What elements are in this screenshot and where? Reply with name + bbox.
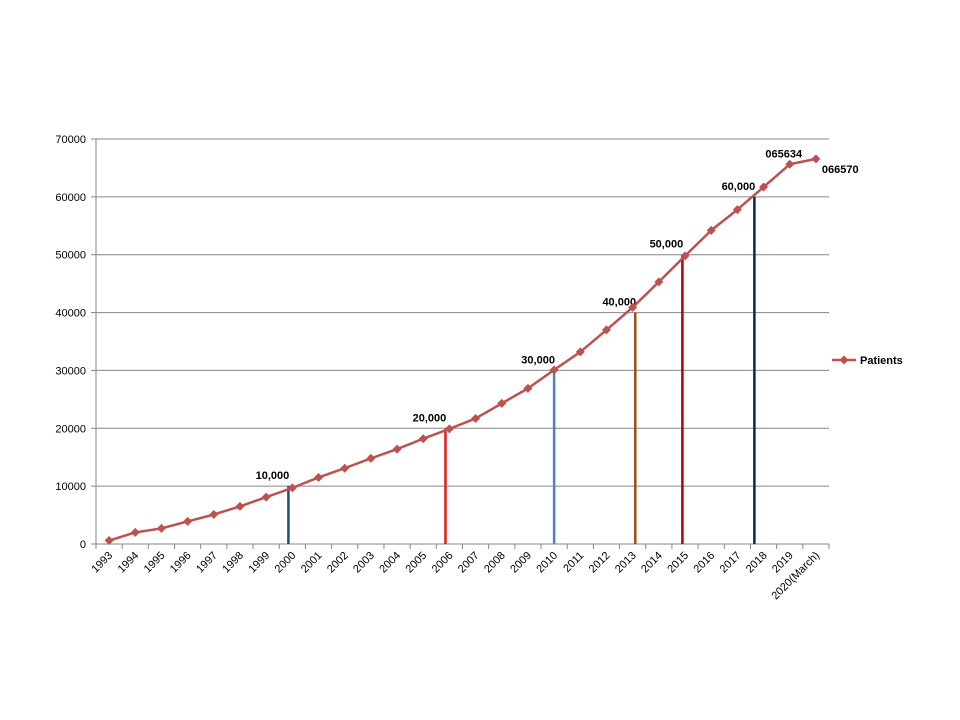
data-point-2019 — [785, 159, 795, 169]
x-tick-label-2007: 2007 — [456, 550, 482, 576]
x-tick-label-1994: 1994 — [116, 550, 142, 576]
data-point-1998 — [235, 501, 245, 511]
legend: Patients — [832, 355, 903, 367]
milestone-label-60000: 60,000 — [722, 181, 756, 193]
x-tick-label-2016: 2016 — [692, 550, 718, 576]
x-tick-label-2020(March): 2020(March) — [769, 550, 822, 603]
legend-label-patients: Patients — [860, 355, 903, 367]
y-axis-ticks: 0 10000 20000 30000 40000 50000 60000 70000 — [55, 134, 96, 551]
data-point-2006 — [444, 424, 454, 434]
x-tick-label-2017: 2017 — [718, 550, 744, 576]
data-point-2016 — [706, 225, 716, 235]
data-point-1995 — [156, 523, 166, 533]
x-axis-ticks: 1993 1994 1995 1996 1997 1998 1999 2000 2001 2002… — [89, 544, 830, 603]
x-tick-label-2015: 2015 — [665, 550, 691, 576]
x-tick-label-2014: 2014 — [639, 550, 665, 576]
x-tick-label-1999: 1999 — [246, 550, 272, 576]
series-line-patients — [108, 157, 817, 542]
x-tick-label-2002: 2002 — [325, 550, 351, 576]
x-tick-label-2012: 2012 — [587, 550, 613, 576]
milestone-label-20000: 20,000 — [413, 412, 447, 424]
data-point-2002 — [340, 463, 350, 473]
milestone-label-50000: 50,000 — [650, 239, 684, 251]
y-tick-label-20000: 20000 — [55, 423, 86, 435]
data-point-2004 — [392, 444, 402, 454]
data-point-2008 — [497, 398, 507, 408]
x-tick-label-2008: 2008 — [482, 550, 508, 576]
milestone-label-40000: 40,000 — [602, 297, 636, 309]
data-point-2010 — [549, 365, 559, 375]
data-point-2018 — [759, 182, 769, 192]
x-tick-label-2001: 2001 — [299, 550, 325, 576]
data-point-2005 — [418, 434, 428, 444]
data-point-2011 — [575, 347, 585, 357]
x-tick-label-2018: 2018 — [744, 550, 770, 576]
value-annotations: 065634 066570 — [765, 148, 858, 176]
x-tick-label-1993: 1993 — [89, 550, 115, 576]
data-point-1997 — [209, 509, 219, 519]
data-point-2013 — [628, 302, 638, 312]
milestone-label-30000: 30,000 — [521, 354, 555, 366]
y-tick-label-40000: 40000 — [55, 308, 86, 320]
x-tick-label-2010: 2010 — [534, 550, 560, 576]
data-point-2000 — [287, 483, 297, 493]
milestone-label-10000: 10,000 — [256, 470, 290, 482]
data-point-1999 — [261, 492, 271, 502]
data-point-2017 — [732, 205, 742, 215]
x-tick-label-2005: 2005 — [404, 550, 430, 576]
x-tick-label-1998: 1998 — [220, 550, 246, 576]
y-tick-label-60000: 60000 — [55, 192, 86, 204]
data-point-2009 — [523, 383, 533, 393]
axes — [95, 139, 829, 545]
data-point-2003 — [366, 453, 376, 463]
data-point-2007 — [471, 413, 481, 423]
data-point-2012 — [601, 325, 611, 335]
x-tick-label-2011: 2011 — [561, 550, 586, 575]
y-tick-label-70000: 70000 — [55, 134, 86, 146]
data-point-1996 — [183, 516, 193, 526]
data-point-1993 — [104, 536, 114, 546]
x-tick-label-1996: 1996 — [168, 550, 194, 576]
annotation-066570: 066570 — [822, 164, 859, 176]
milestone-lines: 10,000 20,000 30,000 40,000 50,000 60,000 — [256, 181, 756, 544]
y-tick-label-30000: 30000 — [55, 365, 86, 377]
data-point-2001 — [314, 472, 324, 482]
x-tick-label-2004: 2004 — [377, 550, 403, 576]
y-tick-label-50000: 50000 — [55, 250, 86, 262]
x-tick-label-2009: 2009 — [508, 550, 534, 576]
series-patients — [104, 154, 821, 546]
x-tick-label-2006: 2006 — [430, 550, 456, 576]
y-tick-label-0: 0 — [80, 539, 86, 551]
data-point-2014 — [654, 277, 664, 287]
annotation-065634: 065634 — [765, 148, 803, 160]
x-tick-label-2003: 2003 — [351, 550, 377, 576]
x-tick-label-1995: 1995 — [142, 550, 168, 576]
x-tick-label-1997: 1997 — [194, 550, 220, 576]
x-tick-label-2013: 2013 — [613, 550, 639, 576]
x-tick-label-2000: 2000 — [273, 550, 299, 576]
legend-marker-patients — [839, 355, 849, 365]
data-point-2020(March) — [811, 154, 821, 164]
gridlines — [96, 138, 829, 487]
data-point-1994 — [130, 527, 140, 537]
y-tick-label-10000: 10000 — [55, 481, 86, 493]
data-point-2015 — [680, 251, 690, 261]
